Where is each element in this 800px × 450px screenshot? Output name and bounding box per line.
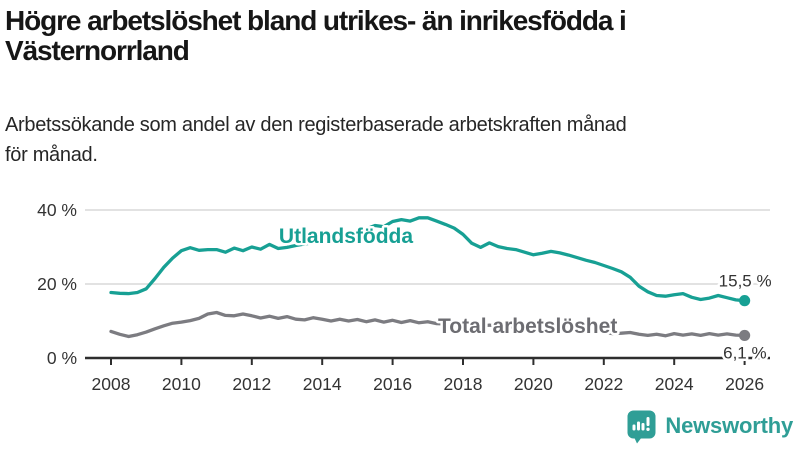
chart-subtitle-line2: för månad. [5, 144, 98, 166]
x-tick-label: 2014 [303, 374, 342, 394]
series-end-value: 15,5 % [719, 272, 772, 291]
x-tick-label: 2008 [92, 374, 131, 394]
x-tick-label: 2010 [162, 374, 201, 394]
page-title: Högre arbetslöshet bland utrikes- än inr… [5, 6, 775, 66]
x-tick-label: 2012 [232, 374, 271, 394]
series-line-utlandsfodda [109, 216, 747, 303]
x-tick-label: 2026 [725, 374, 764, 394]
newsworthy-wordmark: Newsworthy [665, 413, 793, 438]
series-label: Utlandsfödda [279, 225, 413, 248]
chart-subtitle-line1: Arbetssökande som andel av den registerb… [5, 114, 627, 136]
page-title-line2: Västernorrland [5, 35, 190, 66]
chart-subtitle: Arbetssökande som andel av den registerb… [5, 110, 785, 170]
series-label: Total arbetslöshet [438, 315, 617, 338]
series-end-dot [739, 295, 751, 307]
x-tick-label: 2016 [373, 374, 412, 394]
y-tick-label: 40 % [37, 200, 77, 220]
series-end-value: 6,1 % [723, 343, 766, 362]
x-tick-label: 2022 [584, 374, 623, 394]
y-tick-label: 0 % [47, 348, 77, 368]
x-tick-label: 2024 [655, 374, 694, 394]
series-line-total [109, 310, 747, 339]
x-tick-label: 2020 [514, 374, 553, 394]
newsworthy-logo[interactable]: Newsworthy [626, 406, 793, 446]
page-title-line1: Högre arbetslöshet bland utrikes- än inr… [5, 5, 627, 36]
newsworthy-icon [627, 410, 656, 443]
series-end-dot [739, 329, 751, 342]
x-tick-label: 2018 [444, 374, 483, 394]
y-tick-label: 20 % [37, 274, 77, 294]
line-chart: 2008 2010 2012 2014 2016 2018 2020 2022 2024 2026… [37, 200, 774, 394]
